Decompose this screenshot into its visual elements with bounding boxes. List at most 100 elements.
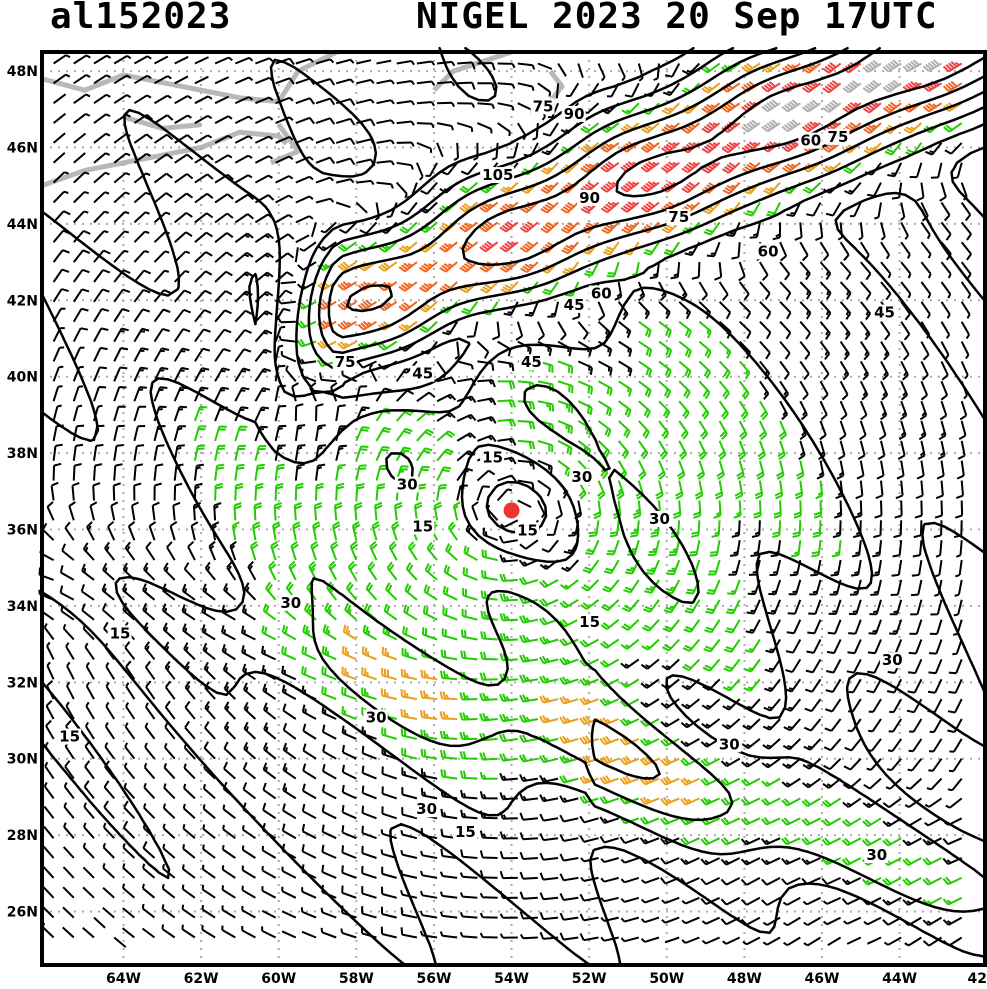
wind-barb [618,340,633,357]
wind-barb [202,642,216,661]
wind-barb [381,806,398,820]
wind-barb [153,463,164,481]
wind-barb [803,936,822,947]
wind-barb [536,321,546,341]
wind-barb [517,62,536,70]
wind-barb [174,95,193,105]
wind-barb [499,772,518,781]
wind-barb [618,400,632,418]
wind-barb [660,816,680,826]
lon-tick-label: 44W [882,971,917,987]
wind-barb [499,261,519,273]
wind-barb [877,440,886,460]
wind-barb [182,823,196,839]
wind-barb [801,81,822,94]
wind-barb [280,351,297,363]
wind-barb [913,520,923,539]
wind-barb [718,281,729,301]
wind-barb [902,857,922,866]
wind-barb [722,678,741,692]
wind-barb [900,241,911,259]
axis-ticks: 64W 62W 60W 58W 56W 54W 52W 50W 48W 46W 44W 4248N46… [7,64,987,987]
wind-barb [883,936,902,946]
wind-barb [102,863,115,879]
wind-barb [776,460,785,480]
wind-barb [927,678,943,694]
wind-barb [761,757,781,769]
wind-barb [940,201,951,222]
wind-barb [517,82,535,92]
contour-label: 15 [412,518,433,536]
wind-barb [153,327,170,343]
wind-barb [113,444,124,461]
wind-barb [113,366,128,382]
wind-barb [356,78,375,85]
wind-barb [394,501,403,521]
wind-barb [73,229,91,243]
wind-barb [801,797,822,807]
wind-barb [222,582,236,601]
wind-barb [859,400,868,421]
wind-barb [202,783,216,800]
wind-barb [819,400,828,421]
wind-barb [559,755,579,764]
wind-barb [506,142,519,159]
contour-label-bg [515,522,540,539]
wind-barb [133,211,150,224]
wind-barb [906,698,923,714]
wind-barb [153,386,168,402]
wind-barb [46,641,55,660]
wind-barb [291,382,299,402]
wind-barb [653,63,660,81]
wind-barb [821,817,842,827]
wind-barb [93,191,110,204]
wind-barb [254,135,274,144]
wind-barb [597,440,611,459]
wind-barb [761,99,781,113]
wind-barb [174,153,194,164]
wind-barb [382,625,398,641]
wind-barb [701,141,721,154]
wind-barb [561,241,580,255]
wind-barb [698,360,712,379]
wind-barb [82,866,95,879]
wind-barb [842,101,862,114]
wind-barb [66,661,75,680]
wind-barb [369,540,378,561]
wind-barb [52,268,70,283]
wind-barb [141,927,156,939]
wind-barb [420,729,438,740]
wind-barb [241,865,256,879]
wind-barb [93,113,111,124]
wind-barb [221,925,236,939]
wind-barb [880,222,886,241]
wind-barb [660,718,680,728]
wind-barb [190,521,199,541]
storm-id-title: al152023 [50,0,232,37]
wind-barb [616,480,625,500]
wind-barb [122,863,136,879]
wind-barb [811,540,822,558]
wind-barb [361,906,377,919]
wind-barb [396,161,414,170]
wind-barb [376,119,395,125]
wind-barb [848,678,862,694]
wind-barb [480,590,498,601]
wind-barb [661,122,680,134]
wind-barb [420,870,438,879]
wind-barb [539,892,559,901]
wind-barb [739,320,752,339]
wind-barb [778,420,788,441]
wind-barb [93,132,111,144]
wind-barb [440,749,458,760]
wind-barb [68,501,76,521]
wind-barbs [38,54,972,948]
wind-barb [920,221,931,240]
contour-label: 30 [416,800,437,818]
wind-barb [234,367,251,382]
lat-tick-label: 44N [7,217,38,233]
wind-barb [214,386,229,402]
wind-barb [52,288,69,303]
wind-barb [420,181,438,195]
wind-barb [133,347,149,362]
